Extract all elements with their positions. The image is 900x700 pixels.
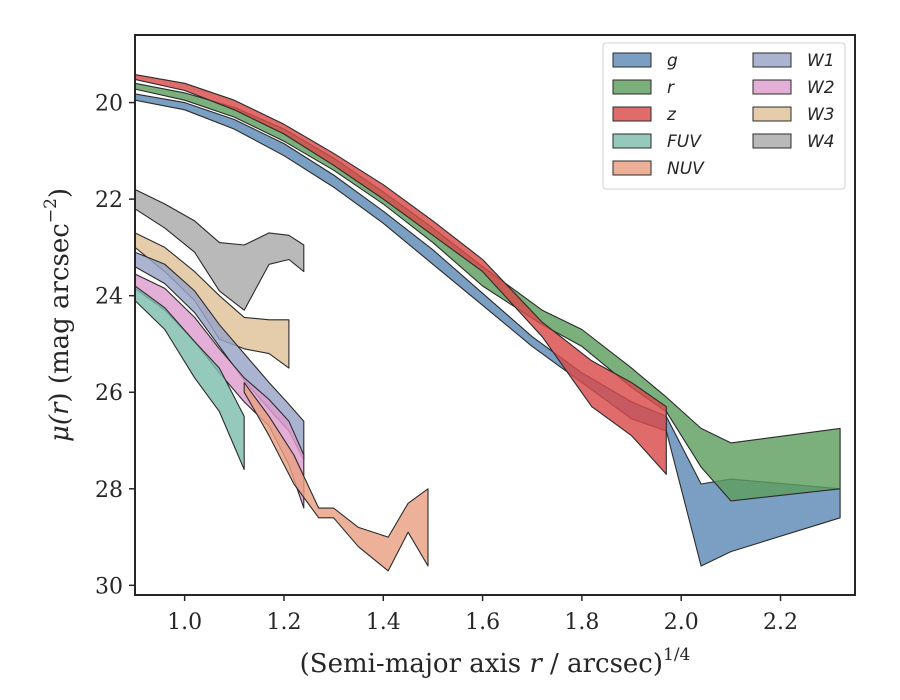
y-axis-label-post: ): [45, 188, 75, 198]
plot-frame: [134, 34, 856, 596]
x-tick-label: 1.8: [564, 610, 599, 635]
x-axis-label-var: r: [529, 649, 543, 679]
legend-swatch-z: [612, 106, 652, 122]
x-axis-label-pre: (Semi-major axis: [300, 649, 530, 679]
y-axis-label-sup: −2: [41, 198, 61, 223]
y-tick-label: 26: [95, 381, 123, 406]
series-bands: [135, 74, 841, 572]
x-tick-label: 2.0: [664, 610, 699, 635]
x-tick-label: 1.6: [465, 610, 500, 635]
legend-swatch-w4: [752, 133, 792, 149]
x-axis-label-post: / arcsec): [542, 649, 663, 679]
y-axis-label-var: r: [45, 401, 75, 415]
legend-label-nuv: NUV: [667, 159, 705, 179]
x-axis-label: (Semi-major axis r / arcsec)1/4: [300, 645, 691, 679]
legend-swatch-w2: [752, 79, 792, 95]
legend-swatch-r: [612, 79, 652, 95]
legend-label-z: z: [666, 105, 677, 125]
legend-label-r: r: [667, 78, 675, 98]
legend-swatch-nuv: [612, 160, 652, 176]
legend-label-g: g: [667, 51, 678, 71]
legend-label-w4: W4: [807, 132, 835, 152]
y-axis-label-mid: ) (mag arcsec: [45, 223, 75, 402]
x-tick-label: 2.2: [763, 610, 798, 635]
band-nuv: [243, 382, 429, 572]
x-axis-ticks: 1.0 1.2 1.4 1.6 1.8 2.0 2.2: [167, 595, 798, 635]
legend-swatch-g: [612, 52, 652, 68]
band-g: [135, 93, 841, 567]
legend-swatch-fuv: [612, 133, 652, 149]
legend: grz FUV NUV W1 W2 W3 W4: [602, 42, 846, 190]
legend-swatch-w3: [752, 106, 792, 122]
y-tick-label: 28: [95, 478, 123, 503]
x-tick-label: 1.2: [266, 610, 301, 635]
y-tick-label: 22: [95, 188, 123, 213]
band-fuv: [135, 285, 245, 471]
y-tick-label: 30: [95, 574, 123, 599]
y-tick-label: 20: [95, 92, 123, 117]
legend-label-w1: W1: [807, 51, 835, 71]
legend-label-w3: W3: [807, 105, 835, 125]
legend-swatch-w1: [752, 52, 792, 68]
band-z: [135, 74, 667, 475]
legend-label-fuv: FUV: [667, 132, 702, 152]
x-axis-label-sup: 1/4: [663, 645, 690, 665]
band-w4: [135, 188, 305, 311]
x-tick-label: 1.0: [167, 610, 202, 635]
y-tick-label: 24: [95, 285, 123, 310]
legend-label-w2: W2: [807, 78, 835, 98]
x-tick-label: 1.4: [366, 610, 401, 635]
y-axis-label: μ(r) (mag arcsec−2): [41, 188, 75, 442]
y-axis-ticks: 20 22 24 26 28 30: [95, 92, 135, 599]
y-axis-label-pre: μ(: [45, 414, 75, 442]
